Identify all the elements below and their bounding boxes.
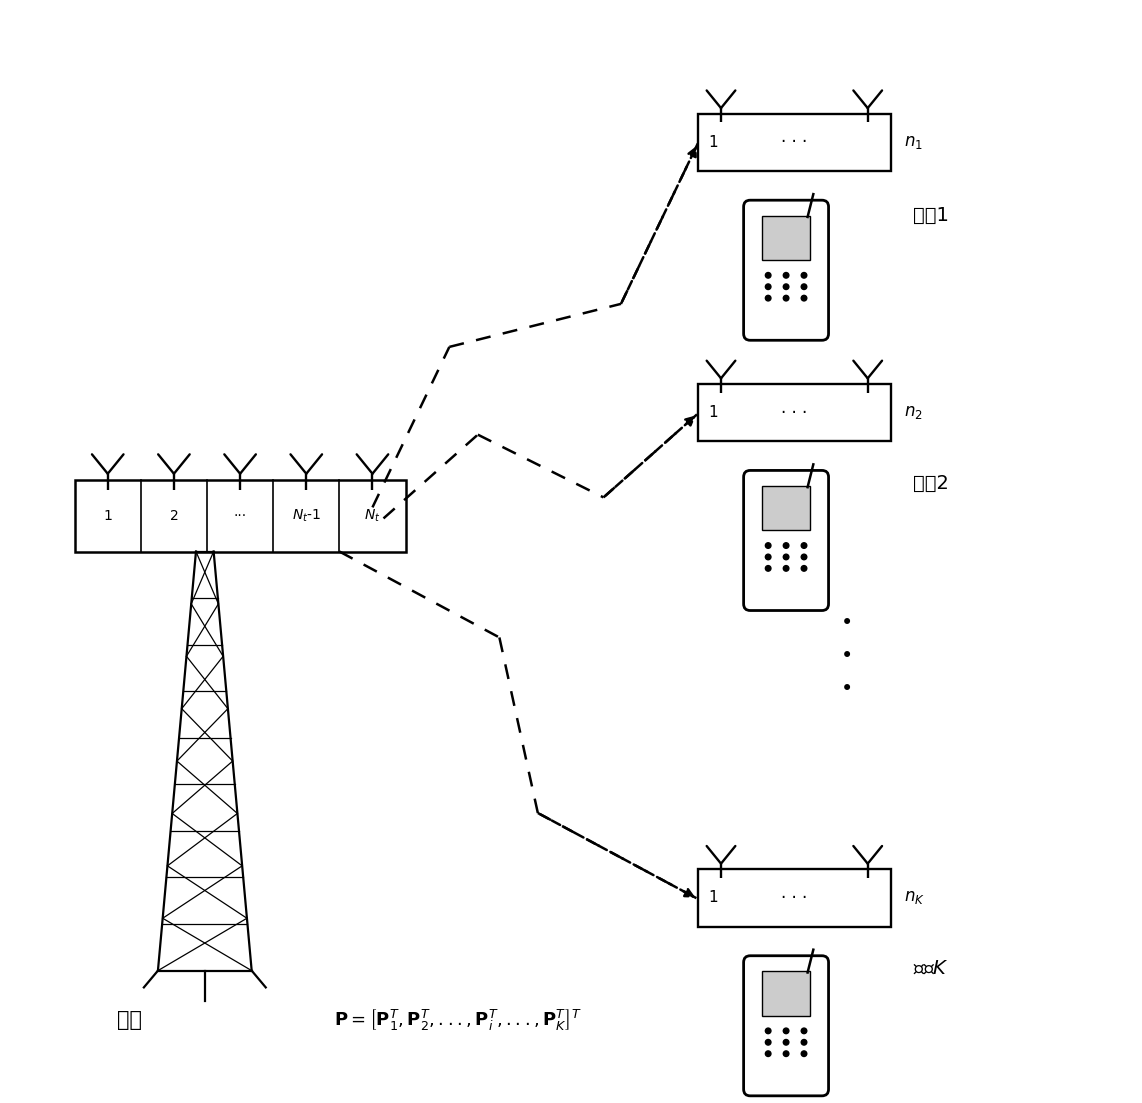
Text: $n_1$: $n_1$	[904, 133, 923, 151]
FancyBboxPatch shape	[743, 201, 829, 340]
Circle shape	[802, 554, 806, 559]
Circle shape	[765, 1028, 771, 1034]
Circle shape	[802, 1051, 806, 1057]
Circle shape	[802, 1028, 806, 1034]
Bar	[762, 972, 811, 1016]
Circle shape	[802, 543, 806, 548]
Text: 用户$K$: 用户$K$	[912, 959, 949, 978]
Circle shape	[802, 296, 806, 301]
Circle shape	[765, 296, 771, 301]
Text: 1: 1	[708, 890, 718, 906]
Circle shape	[783, 1028, 789, 1034]
Circle shape	[802, 272, 806, 278]
Circle shape	[783, 543, 789, 548]
Text: $N_t$-1: $N_t$-1	[291, 507, 321, 524]
Text: 用户2: 用户2	[912, 473, 949, 493]
Circle shape	[802, 283, 806, 289]
Circle shape	[765, 543, 771, 548]
Circle shape	[783, 1039, 789, 1045]
Text: •: •	[841, 679, 853, 699]
Bar	[74, 480, 405, 552]
FancyBboxPatch shape	[743, 470, 829, 611]
Text: $N_t$: $N_t$	[364, 507, 380, 524]
Circle shape	[783, 554, 789, 559]
Text: · · ·: · · ·	[781, 133, 807, 151]
Bar	[762, 486, 811, 531]
Circle shape	[802, 566, 806, 571]
Bar	[698, 384, 891, 441]
Circle shape	[765, 566, 771, 571]
Bar	[698, 114, 891, 171]
Text: 基站: 基站	[118, 1010, 143, 1030]
Text: •: •	[841, 613, 853, 633]
Text: $n_2$: $n_2$	[904, 404, 923, 421]
Circle shape	[765, 554, 771, 559]
Text: •: •	[841, 646, 853, 666]
Text: $\mathbf{P}=\left[\mathbf{P}_1^T,\mathbf{P}_2^T,...,\mathbf{P}_i^T,...,\mathbf{P: $\mathbf{P}=\left[\mathbf{P}_1^T,\mathbf…	[333, 1008, 581, 1032]
Circle shape	[802, 1039, 806, 1045]
Text: 1: 1	[708, 405, 718, 420]
Text: 1: 1	[708, 135, 718, 150]
Text: · · ·: · · ·	[781, 404, 807, 421]
Circle shape	[783, 566, 789, 571]
Circle shape	[765, 272, 771, 278]
Text: 1: 1	[103, 508, 112, 523]
Text: $n_K$: $n_K$	[904, 889, 925, 907]
Text: ···: ···	[233, 508, 247, 523]
Circle shape	[783, 272, 789, 278]
Text: 2: 2	[169, 508, 178, 523]
Text: · · ·: · · ·	[781, 889, 807, 907]
Circle shape	[765, 283, 771, 289]
Text: 用户1: 用户1	[912, 205, 949, 225]
Bar	[698, 869, 891, 927]
Circle shape	[783, 1051, 789, 1057]
Circle shape	[765, 1039, 771, 1045]
FancyBboxPatch shape	[743, 955, 829, 1096]
Circle shape	[783, 283, 789, 289]
Circle shape	[765, 1051, 771, 1057]
Bar	[762, 216, 811, 260]
Circle shape	[783, 296, 789, 301]
